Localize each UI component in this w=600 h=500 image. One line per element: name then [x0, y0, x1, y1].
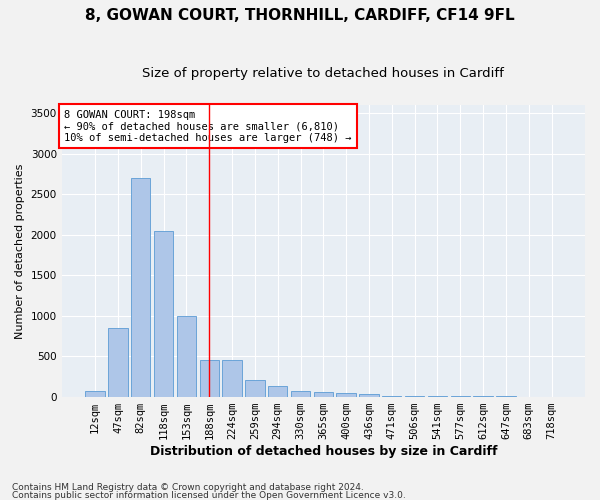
X-axis label: Distribution of detached houses by size in Cardiff: Distribution of detached houses by size …	[149, 444, 497, 458]
Y-axis label: Number of detached properties: Number of detached properties	[15, 163, 25, 338]
Text: 8, GOWAN COURT, THORNHILL, CARDIFF, CF14 9FL: 8, GOWAN COURT, THORNHILL, CARDIFF, CF14…	[85, 8, 515, 22]
Bar	[291, 390, 310, 396]
Bar	[337, 392, 356, 396]
Bar	[245, 380, 265, 396]
Bar	[131, 178, 151, 396]
Bar	[108, 328, 128, 396]
Bar	[359, 394, 379, 396]
Bar	[223, 360, 242, 397]
Text: 8 GOWAN COURT: 198sqm
← 90% of detached houses are smaller (6,810)
10% of semi-d: 8 GOWAN COURT: 198sqm ← 90% of detached …	[64, 110, 352, 143]
Text: Contains HM Land Registry data © Crown copyright and database right 2024.: Contains HM Land Registry data © Crown c…	[12, 484, 364, 492]
Bar	[200, 360, 219, 397]
Bar	[314, 392, 333, 396]
Bar	[154, 230, 173, 396]
Bar	[177, 316, 196, 396]
Bar	[268, 386, 287, 396]
Title: Size of property relative to detached houses in Cardiff: Size of property relative to detached ho…	[142, 68, 504, 80]
Text: Contains public sector information licensed under the Open Government Licence v3: Contains public sector information licen…	[12, 490, 406, 500]
Bar	[85, 390, 105, 396]
